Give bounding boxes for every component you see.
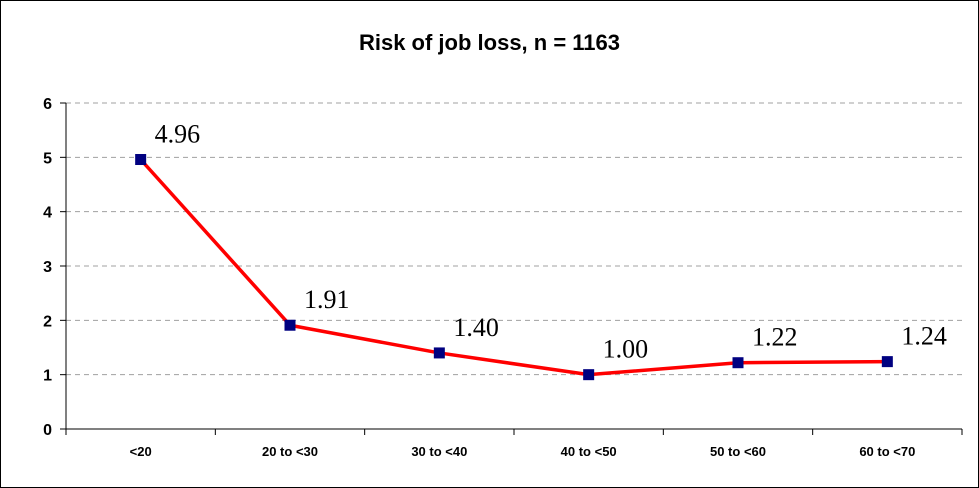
y-tick-label-5: 5 <box>43 150 52 167</box>
data-label: 1.22 <box>752 323 798 352</box>
data-point <box>881 356 893 368</box>
data-labels: 4.96 1.91 1.40 1.00 1.22 1.24 <box>155 120 947 364</box>
data-point <box>135 154 147 166</box>
data-point <box>433 347 445 359</box>
data-label: 1.91 <box>304 285 350 314</box>
x-tick-label: 20 to <30 <box>262 444 318 459</box>
x-tick-label: 40 to <50 <box>561 444 617 459</box>
data-label: 1.40 <box>453 313 499 342</box>
y-axis-ticks: 0 1 2 3 4 5 6 <box>43 96 52 439</box>
data-label: 4.96 <box>155 120 201 149</box>
y-tick-label-0: 0 <box>43 422 52 439</box>
gridlines <box>66 102 962 376</box>
x-axis-ticks: <20 20 to <30 30 to <40 40 to <50 50 to <60 6… <box>130 444 916 459</box>
axes <box>60 102 963 435</box>
x-tick-label: 60 to <70 <box>859 444 915 459</box>
series-layer <box>135 154 893 381</box>
x-tick-label: <20 <box>130 444 152 459</box>
y-tick-label-1: 1 <box>43 368 52 385</box>
data-label: 1.00 <box>603 335 649 364</box>
data-point <box>732 357 744 369</box>
x-tick-label: 50 to <60 <box>710 444 766 459</box>
data-point <box>583 369 595 381</box>
y-tick-label-4: 4 <box>43 205 52 222</box>
y-tick-label-3: 3 <box>43 259 52 276</box>
chart-title: Risk of job loss, n = 1163 <box>358 30 621 55</box>
data-label: 1.24 <box>901 322 947 351</box>
y-tick-label-2: 2 <box>43 313 52 330</box>
data-point <box>284 319 296 331</box>
series-line <box>139 158 888 377</box>
x-tick-label: 30 to <40 <box>411 444 467 459</box>
y-tick-label-6: 6 <box>43 96 52 113</box>
